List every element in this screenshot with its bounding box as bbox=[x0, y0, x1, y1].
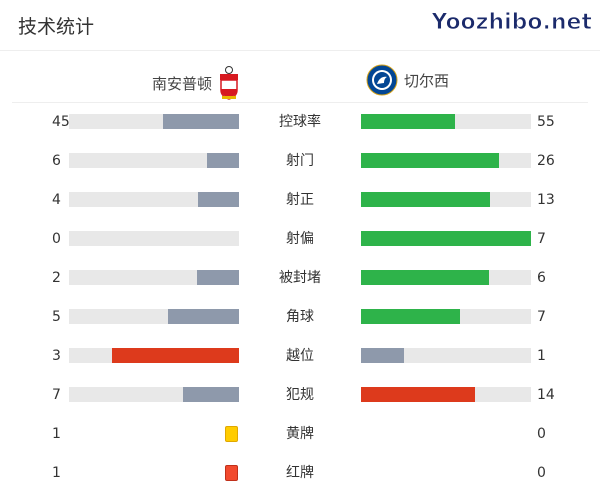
away-bar-fill bbox=[361, 231, 531, 246]
stat-label: 射正 bbox=[286, 192, 314, 208]
home-bar-fill bbox=[198, 192, 239, 207]
home-value: 2 bbox=[52, 270, 61, 286]
away-value: 6 bbox=[537, 270, 546, 286]
divider bbox=[0, 50, 600, 51]
away-bar bbox=[361, 114, 531, 129]
away-bar bbox=[361, 387, 531, 402]
away-value: 13 bbox=[537, 192, 555, 208]
home-value: 3 bbox=[52, 348, 61, 364]
away-value: 26 bbox=[537, 153, 555, 169]
home-value: 6 bbox=[52, 153, 61, 169]
home-value: 7 bbox=[52, 387, 61, 403]
home-value: 45 bbox=[52, 114, 70, 130]
home-bar-fill bbox=[111, 348, 239, 363]
home-bar bbox=[69, 114, 239, 129]
chelsea-crest-icon bbox=[366, 64, 398, 96]
home-bar-fill bbox=[167, 309, 239, 324]
yellow-card-icon bbox=[225, 426, 238, 442]
away-bar bbox=[361, 231, 531, 246]
away-bar-fill bbox=[361, 309, 460, 324]
home-value: 1 bbox=[52, 426, 61, 442]
stat-row: 0 射偏 7 bbox=[0, 229, 600, 249]
away-value: 1 bbox=[537, 348, 546, 364]
divider bbox=[12, 102, 588, 103]
home-bar bbox=[69, 231, 239, 246]
stat-label: 犯规 bbox=[286, 387, 314, 403]
home-value: 4 bbox=[52, 192, 61, 208]
stat-label: 黄牌 bbox=[286, 426, 314, 442]
stat-row: 2 被封堵 6 bbox=[0, 268, 600, 288]
away-value: 0 bbox=[537, 465, 546, 481]
away-team-name: 切尔西 bbox=[404, 71, 450, 90]
stat-row: 4 射正 13 bbox=[0, 190, 600, 210]
stat-label: 被封堵 bbox=[279, 270, 321, 286]
home-bar bbox=[69, 387, 239, 402]
home-bar-fill bbox=[162, 114, 239, 129]
home-value: 5 bbox=[52, 309, 61, 325]
home-bar bbox=[69, 348, 239, 363]
page-title: 技术统计 bbox=[18, 16, 95, 38]
stat-label: 角球 bbox=[286, 309, 314, 325]
stat-row: 7 犯规 14 bbox=[0, 385, 600, 405]
home-team-name: 南安普顿 bbox=[151, 74, 212, 93]
home-bar bbox=[69, 153, 239, 168]
away-bar bbox=[361, 348, 531, 363]
stat-row: 3 越位 1 bbox=[0, 346, 600, 366]
away-bar bbox=[361, 309, 531, 324]
away-bar-fill bbox=[361, 348, 404, 363]
home-bar bbox=[69, 309, 239, 324]
stat-label: 红牌 bbox=[286, 465, 314, 481]
away-team[interactable]: 切尔西 bbox=[366, 64, 449, 96]
watermark: Yoozhibo.net bbox=[431, 10, 592, 36]
card-row: 1 黄牌 0 bbox=[0, 424, 600, 444]
stat-row: 6 射门 26 bbox=[0, 151, 600, 171]
away-bar bbox=[361, 153, 531, 168]
home-value: 0 bbox=[52, 231, 61, 247]
away-bar-fill bbox=[361, 270, 489, 285]
away-value: 55 bbox=[537, 114, 555, 130]
southampton-crest-icon bbox=[220, 66, 238, 100]
away-bar-fill bbox=[361, 192, 491, 207]
stat-label: 射偏 bbox=[286, 231, 314, 247]
card-row: 1 红牌 0 bbox=[0, 463, 600, 483]
home-bar-fill bbox=[206, 153, 239, 168]
away-bar-fill bbox=[361, 387, 475, 402]
stat-label: 越位 bbox=[286, 348, 314, 364]
away-bar-fill bbox=[361, 153, 499, 168]
home-team[interactable]: 南安普顿 bbox=[152, 66, 240, 100]
red-card-icon bbox=[225, 465, 238, 481]
stat-label: 控球率 bbox=[279, 114, 321, 130]
home-value: 1 bbox=[52, 465, 61, 481]
away-value: 7 bbox=[537, 231, 546, 247]
stat-row: 5 角球 7 bbox=[0, 307, 600, 327]
away-bar-fill bbox=[361, 114, 455, 129]
away-value: 0 bbox=[537, 426, 546, 442]
away-value: 14 bbox=[537, 387, 555, 403]
home-bar bbox=[69, 270, 239, 285]
home-bar-fill bbox=[182, 387, 239, 402]
stat-label: 射门 bbox=[286, 153, 314, 169]
stat-row: 45 控球率 55 bbox=[0, 112, 600, 132]
away-bar bbox=[361, 270, 531, 285]
teams-header: 南安普顿 切尔西 bbox=[0, 58, 600, 100]
away-value: 7 bbox=[537, 309, 546, 325]
away-bar bbox=[361, 192, 531, 207]
home-bar-fill bbox=[196, 270, 239, 285]
home-bar bbox=[69, 192, 239, 207]
